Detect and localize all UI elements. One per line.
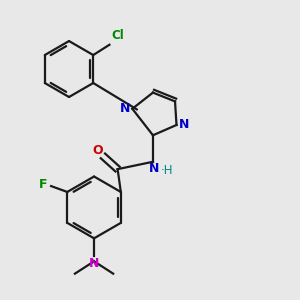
Text: N: N xyxy=(120,102,130,115)
Text: F: F xyxy=(39,178,48,191)
Text: N: N xyxy=(179,118,189,131)
Text: Cl: Cl xyxy=(111,29,124,42)
Text: N: N xyxy=(89,257,99,271)
Text: N: N xyxy=(149,162,160,176)
Text: O: O xyxy=(92,144,103,157)
Text: ·H: ·H xyxy=(161,164,174,177)
